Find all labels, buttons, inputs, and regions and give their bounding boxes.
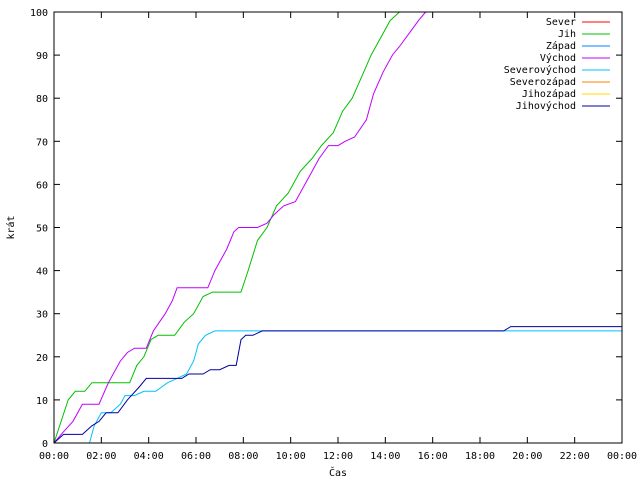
x-axis-label: Čas xyxy=(329,466,347,479)
legend-label-jih: Jih xyxy=(558,29,576,40)
legend-label-sever: Sever xyxy=(546,17,576,28)
series-line-vychod xyxy=(53,11,426,444)
series-line-jih xyxy=(53,11,400,444)
legend: SeverJihZápadVýchodSeverovýchodSeverozáp… xyxy=(504,17,610,112)
y-axis-label: krát xyxy=(5,215,17,239)
x-tick-label: 22:00 xyxy=(560,451,590,462)
x-tick-label: 02:00 xyxy=(86,451,116,462)
x-tick-label: 06:00 xyxy=(181,451,211,462)
y-tick-label: 100 xyxy=(30,8,48,19)
x-tick-label: 00:00 xyxy=(39,451,69,462)
y-tick-label: 50 xyxy=(36,224,48,235)
y-tick-label: 60 xyxy=(36,180,48,191)
x-axis: 00:00 02:00 04:00 06:00 08:00 10:00 12:00 14:00… xyxy=(39,12,637,462)
legend-label-vychod: Východ xyxy=(540,52,576,64)
legend-label-severovychod: Severovýchod xyxy=(504,64,576,76)
y-tick-label: 80 xyxy=(36,94,48,105)
x-tick-label: 16:00 xyxy=(418,451,448,462)
x-tick-label: 10:00 xyxy=(276,451,306,462)
y-tick-label: 30 xyxy=(36,310,48,321)
x-tick-label: 12:00 xyxy=(323,451,353,462)
x-tick-label: 08:00 xyxy=(228,451,258,462)
legend-label-zapad: Západ xyxy=(546,40,576,52)
x-tick-label: 20:00 xyxy=(512,451,542,462)
legend-label-severozapad: Severozápad xyxy=(510,76,576,88)
legend-label-jihovychod: Jihovýchod xyxy=(516,100,576,112)
x-tick-label: 18:00 xyxy=(465,451,495,462)
legend-label-jihozapad: Jihozápad xyxy=(522,88,576,100)
series-line-jihovychod xyxy=(53,326,622,444)
y-axis: 0 10 20 30 40 50 60 70 80 90 100 xyxy=(30,8,622,450)
x-tick-label: 14:00 xyxy=(370,451,400,462)
y-tick-label: 40 xyxy=(36,267,48,278)
y-tick-label: 70 xyxy=(36,137,48,148)
y-tick-label: 0 xyxy=(42,439,48,450)
x-tick-label: 00:00 xyxy=(607,451,637,462)
y-tick-label: 20 xyxy=(36,353,48,364)
plot-series-layer xyxy=(53,11,622,444)
y-tick-label: 10 xyxy=(36,396,48,407)
y-tick-label: 90 xyxy=(36,51,48,62)
x-tick-label: 04:00 xyxy=(134,451,164,462)
series-line-severovychod xyxy=(89,330,622,444)
